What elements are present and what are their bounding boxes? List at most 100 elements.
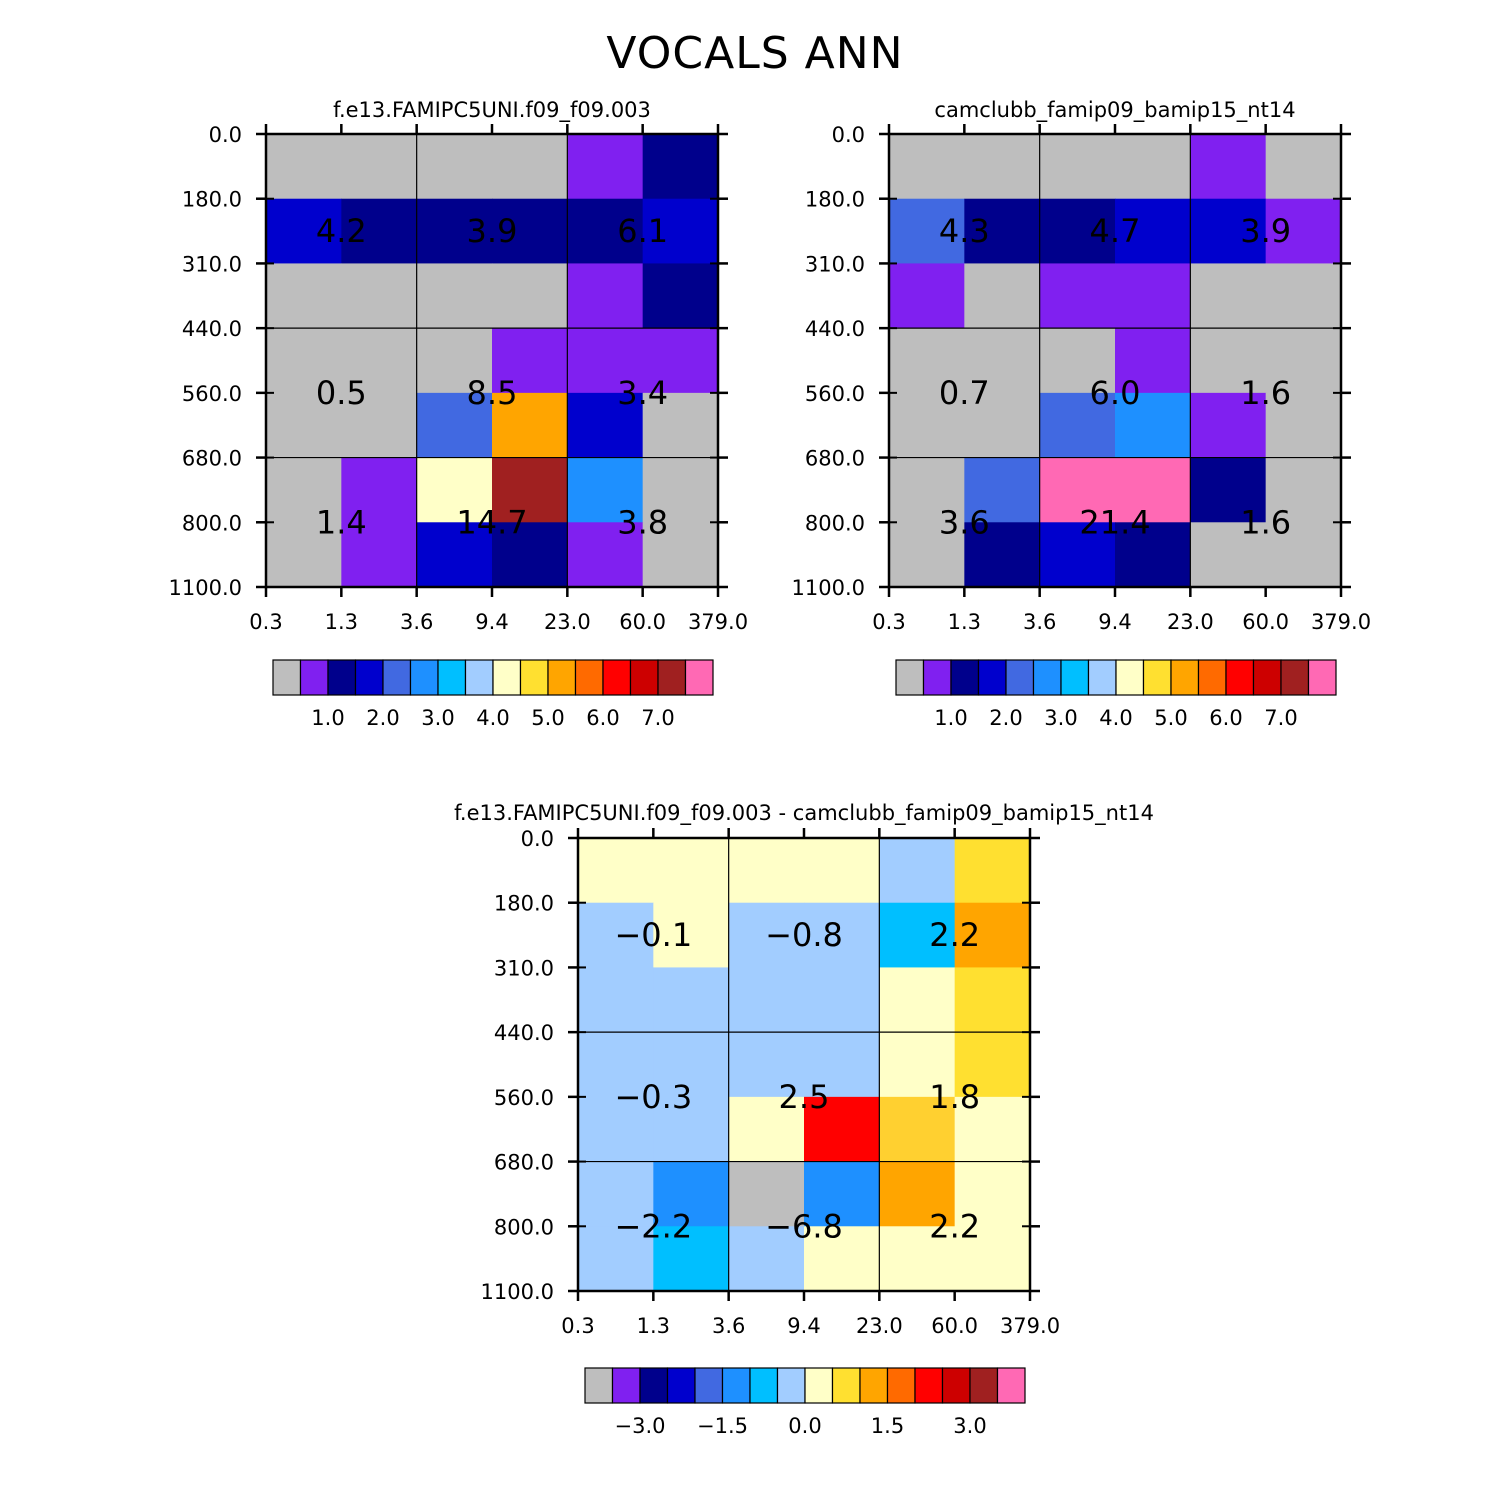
heatmap-cell (416, 522, 493, 588)
group-value-label: 3.4 (617, 374, 668, 412)
y-tick-label: 1100.0 (169, 576, 242, 600)
x-tick-label: 23.0 (1167, 610, 1214, 634)
group-value-label: 2.2 (929, 1207, 980, 1245)
heatmap-cell (416, 328, 493, 394)
colorbar-box (639, 1367, 669, 1404)
group-value-label: 1.6 (1240, 374, 1291, 412)
heatmap-cell (492, 457, 568, 523)
heatmap-cell (954, 1096, 1031, 1163)
y-tick-label: 180.0 (805, 188, 865, 212)
heatmap-cell (954, 1032, 1031, 1098)
group-value-label: 2.2 (929, 916, 980, 954)
colorbar-box (574, 659, 604, 696)
heatmap-cell (728, 1226, 805, 1292)
colorbar-box (694, 1367, 724, 1404)
colorbar-label: 6.0 (1209, 706, 1242, 730)
heatmap-cell (492, 328, 568, 394)
colorbar-box (1280, 659, 1310, 696)
heatmap-cell (341, 328, 418, 394)
colorbar-label: 7.0 (1264, 706, 1297, 730)
group-value-label: 3.9 (467, 212, 518, 250)
colorbar-box (859, 1367, 889, 1404)
heatmap-cell (341, 134, 418, 200)
heatmap-cell (1265, 134, 1342, 200)
heatmap-cell (492, 263, 568, 329)
group-value-label: 2.5 (779, 1078, 830, 1116)
heatmap-cell (642, 198, 719, 264)
heatmap-cell (1039, 328, 1116, 394)
group-value-label: 6.0 (1090, 374, 1141, 412)
page-title: VOCALS ANN (606, 28, 904, 79)
x-tick-label: 0.3 (561, 1314, 594, 1338)
colorbar-label: −1.5 (697, 1414, 748, 1438)
heatmap-cell (567, 198, 644, 264)
group-value-label: 4.3 (939, 212, 990, 250)
colorbar-box (409, 659, 439, 696)
panel-2-title: camclubb_famip09_bamip15_nt14 (934, 98, 1296, 122)
y-tick-label: 800.0 (805, 511, 865, 535)
y-tick-label: 680.0 (182, 447, 242, 471)
heatmap-cell (642, 457, 719, 523)
colorbar-label: 2.0 (989, 706, 1022, 730)
heatmap-cell (1265, 263, 1342, 329)
panel-3-title: f.e13.FAMIPC5UNI.f09_f09.003 - camclubb_… (454, 801, 1154, 825)
colorbar-label: 1.0 (934, 706, 967, 730)
y-tick-label: 0.0 (521, 827, 554, 851)
y-tick-label: 310.0 (494, 956, 554, 980)
y-tick-label: 560.0 (494, 1086, 554, 1110)
heatmap-cell (1115, 392, 1191, 459)
group-value-label: −6.8 (765, 1207, 843, 1245)
heatmap-cell (879, 1032, 956, 1098)
heatmap-cell (416, 134, 493, 200)
x-tick-label: 0.3 (872, 610, 905, 634)
heatmap-cell (1190, 328, 1267, 394)
group-value-label: 3.8 (617, 503, 668, 541)
colorbar-label: 4.0 (1099, 706, 1132, 730)
colorbar-box (1225, 659, 1255, 696)
colorbar-box (1197, 659, 1227, 696)
heatmap-cell (804, 1096, 880, 1163)
heatmap-cell (266, 134, 342, 200)
heatmap-cell (416, 457, 493, 523)
heatmap-cell (578, 1161, 654, 1227)
y-tick-label: 1100.0 (481, 1280, 554, 1304)
heatmap-cell (578, 967, 654, 1033)
x-tick-label: 0.3 (249, 610, 282, 634)
heatmap-cell (266, 522, 342, 588)
y-tick-label: 680.0 (805, 447, 865, 471)
heatmap-cell (653, 902, 730, 968)
y-tick-label: 800.0 (182, 511, 242, 535)
colorbar-label: 0.0 (788, 1414, 821, 1438)
y-tick-label: 800.0 (494, 1215, 554, 1239)
heatmap-cell (1039, 522, 1116, 588)
heatmap-panel-1: 4.2 3.9 6.1 0.5 8.5 3.4 1.4 14.7 3.8 0.0 180.0 310.… (169, 123, 749, 730)
heatmap-cell (728, 902, 805, 968)
y-tick-label: 310.0 (805, 252, 865, 276)
heatmap-cell (567, 328, 644, 394)
colorbar-box (299, 659, 329, 696)
colorbar-box (886, 1367, 916, 1404)
y-tick-label: 1100.0 (792, 576, 865, 600)
group-value-label: −0.1 (614, 916, 692, 954)
heatmap-cell (964, 134, 1041, 200)
heatmap-cell (954, 1161, 1031, 1227)
heatmap-cell (728, 967, 805, 1033)
heatmap-cell (653, 967, 730, 1033)
heatmap-cell (341, 522, 418, 588)
heatmap-cell (804, 902, 880, 968)
heatmap-cell (1265, 392, 1342, 459)
x-tick-label: 9.4 (787, 1314, 820, 1338)
group-value-label: 0.7 (939, 374, 990, 412)
colorbar-label: 5.0 (1154, 706, 1187, 730)
colorbar-box (354, 659, 384, 696)
heatmap-cell (889, 522, 965, 588)
group-value-label: 1.8 (929, 1078, 980, 1116)
colorbar-label: 1.5 (871, 1414, 904, 1438)
heatmap-cell (964, 522, 1041, 588)
heatmap-cell (1039, 457, 1116, 523)
group-value-label: 4.2 (316, 212, 367, 250)
colorbar-box (1060, 659, 1090, 696)
heatmap-cell (578, 1226, 654, 1292)
group-value-label: 1.6 (1240, 503, 1291, 541)
y-tick-label: 440.0 (494, 1021, 554, 1045)
